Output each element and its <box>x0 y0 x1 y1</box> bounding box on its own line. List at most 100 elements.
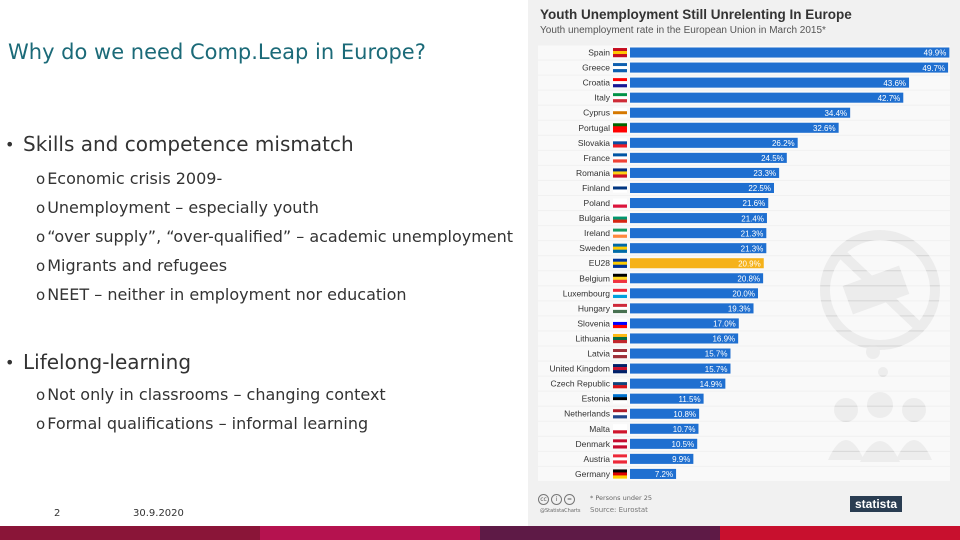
value-label: 49.9% <box>924 49 947 58</box>
flag-icon <box>613 439 627 443</box>
category-label: Denmark <box>576 439 611 449</box>
flag-icon <box>613 246 627 250</box>
flag-icon <box>613 186 627 190</box>
flag-icon <box>613 279 627 283</box>
flag-icon <box>613 261 627 265</box>
value-label: 21.6% <box>743 199 766 208</box>
flag-icon <box>613 442 627 446</box>
flag-icon <box>613 352 627 356</box>
bars-layer: Spain 49.9% Greece 49.7% Croatia 43.6% Italy 42… <box>538 45 950 481</box>
sub-bullet-icon: o <box>36 415 46 433</box>
flag-icon <box>613 171 627 175</box>
bar <box>630 213 767 224</box>
by-icon: i <box>551 494 562 505</box>
statista-logo: statista <box>850 496 903 512</box>
category-label: Estonia <box>582 394 611 404</box>
category-label: United Kingdom <box>550 364 610 374</box>
value-label: 20.8% <box>737 274 760 283</box>
value-label: 42.7% <box>878 94 901 103</box>
flag-icon <box>613 174 627 178</box>
flag-icon <box>613 216 627 220</box>
flag-icon <box>613 469 627 473</box>
sub-bullet-icon: o <box>36 257 46 275</box>
category-label: France <box>584 153 611 163</box>
category-label: Latvia <box>587 349 610 359</box>
category-label: Malta <box>589 424 610 434</box>
bullet-heading-text: Lifelong-learning <box>23 350 192 374</box>
flag-icon <box>613 96 627 100</box>
value-label: 21.3% <box>741 244 764 253</box>
value-label: 19.3% <box>728 305 751 314</box>
flag-icon <box>613 276 627 280</box>
category-label: Spain <box>588 48 610 58</box>
sub-bullet-icon: o <box>36 228 46 246</box>
flag-icon <box>613 183 627 187</box>
flag-icon <box>613 394 627 398</box>
chart-footnote: * Persons under 25 <box>590 494 652 502</box>
flag-icon <box>613 324 627 329</box>
value-label: 21.3% <box>741 229 764 238</box>
category-label: Romania <box>576 168 610 178</box>
flag-icon <box>613 412 627 416</box>
sub-bullet: o Unemployment – especially youth <box>5 193 525 222</box>
flag-icon <box>613 367 627 371</box>
bar <box>630 438 698 449</box>
bar <box>630 363 731 374</box>
bar <box>630 273 764 284</box>
flag-icon <box>613 291 627 296</box>
flag-icon <box>613 318 627 323</box>
category-label: Lithuania <box>575 333 610 343</box>
flag-icon <box>613 159 627 163</box>
flag-icon <box>613 48 627 52</box>
flag-icon <box>613 349 627 353</box>
bar <box>630 333 739 344</box>
license-icons: cc i = <box>538 494 575 505</box>
sub-bullet-text: Migrants and refugees <box>47 256 228 275</box>
flag-icon <box>613 249 627 253</box>
flag-icon <box>613 108 627 112</box>
flag-icon <box>613 78 627 82</box>
sub-bullet: o Not only in classrooms – changing conte… <box>5 380 386 409</box>
flag-icon <box>613 303 627 308</box>
value-label: 10.7% <box>673 425 696 434</box>
category-label: Cyprus <box>583 108 610 118</box>
category-label: Ireland <box>584 228 610 238</box>
value-label: 11.5% <box>679 395 701 404</box>
sub-bullet: o Economic crisis 2009- <box>5 164 525 193</box>
sub-bullet-text: NEET – neither in employment nor educati… <box>47 285 407 304</box>
flag-icon <box>613 141 627 145</box>
value-label: 14.9% <box>700 380 723 389</box>
flag-icon <box>613 189 627 193</box>
flag-icon <box>613 69 627 73</box>
sub-bullet-icon: o <box>36 286 46 304</box>
bar <box>630 92 904 103</box>
flag-icon <box>613 54 627 58</box>
sub-bullet-icon: o <box>36 170 46 188</box>
flag-icon <box>613 454 627 458</box>
flag-icon <box>613 228 627 232</box>
flag-icon <box>613 213 627 217</box>
flag-icon <box>613 339 627 344</box>
value-label: 9.9% <box>672 455 690 464</box>
value-label: 15.7% <box>705 350 728 359</box>
flag-icon <box>613 219 627 223</box>
flag-icon <box>613 93 627 97</box>
flag-icon <box>613 385 627 389</box>
chart-handle: @StatistaCharts <box>540 508 581 514</box>
bar <box>630 378 726 389</box>
flag-icon <box>613 153 627 157</box>
bar <box>630 318 739 329</box>
flag-icon <box>613 144 627 148</box>
bottom-bar-segment <box>720 526 960 540</box>
sub-list: o Economic crisis 2009- o Unemployment – e… <box>5 164 525 309</box>
chart-subtitle: Youth unemployment rate in the European … <box>540 25 826 36</box>
chart-image: Spain 49.9% Greece 49.7% Croatia 43.6% Italy 42… <box>528 0 960 526</box>
bottom-bar-segment <box>260 526 480 540</box>
section-lifelong: • Lifelong-learning o Not only in classro… <box>5 350 386 438</box>
category-label: Germany <box>575 469 611 479</box>
flag-icon <box>613 457 627 461</box>
sub-bullet-text: Unemployment – especially youth <box>47 198 319 217</box>
category-label: Slovakia <box>578 138 610 148</box>
bar <box>630 423 699 434</box>
flag-icon <box>613 66 627 70</box>
